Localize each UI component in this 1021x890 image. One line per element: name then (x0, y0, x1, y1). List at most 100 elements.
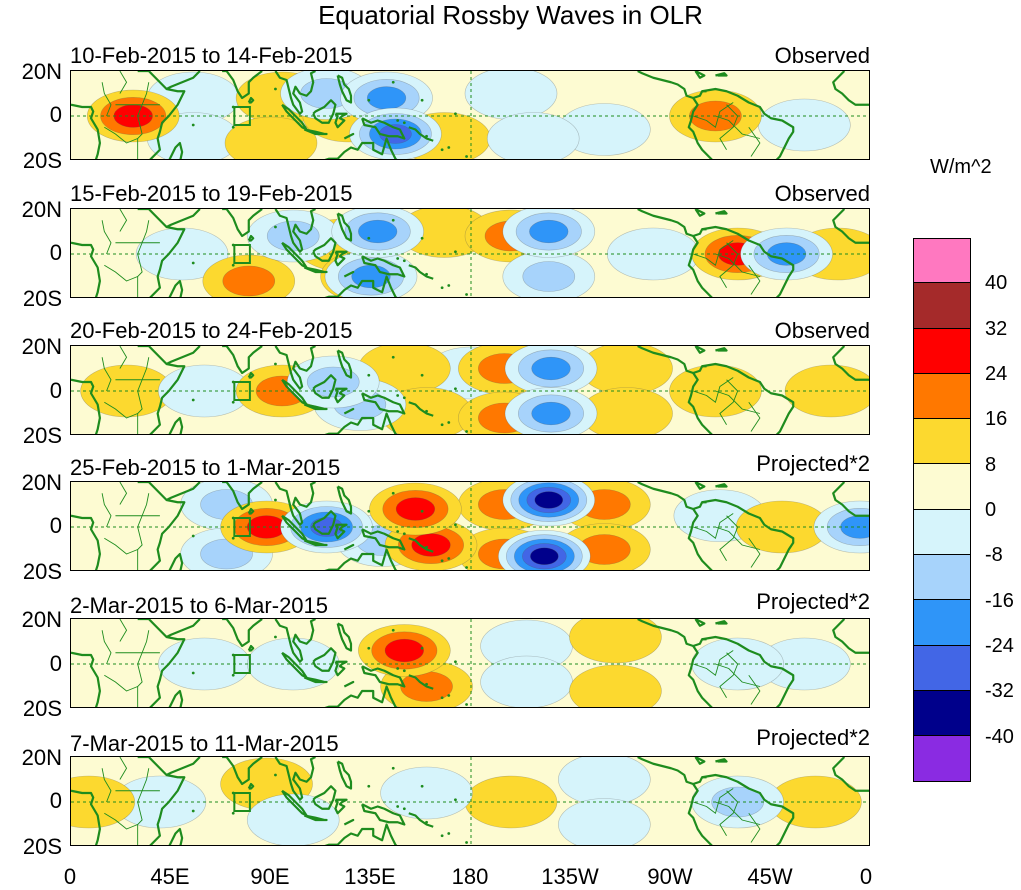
olr-anomaly-contour (531, 356, 571, 381)
country-border (748, 812, 761, 843)
coastline (832, 619, 869, 654)
coastline (715, 347, 728, 352)
coastline (312, 510, 337, 535)
coastline (166, 619, 201, 638)
island-dot (367, 646, 371, 650)
olr-anomaly-contour (522, 261, 576, 292)
colorbar-box (913, 645, 971, 691)
colorbar-label: -40 (985, 726, 1014, 748)
country-border (104, 264, 138, 282)
coastline (166, 482, 201, 501)
lat-label-20n: 20N (21, 59, 62, 84)
lat-label-eq: 0 (49, 240, 62, 265)
country-border (719, 515, 739, 561)
lat-label-20n: 20N (21, 470, 62, 495)
lat-label-20s: 20S (22, 148, 62, 173)
olr-anomaly-contour (380, 766, 473, 820)
lon-label-135w: 135W (541, 864, 599, 889)
coastline (324, 548, 398, 570)
reference-box (233, 381, 251, 401)
country-border (719, 652, 739, 698)
coastline (701, 87, 795, 159)
country-border (715, 801, 760, 825)
island-dot (367, 509, 371, 513)
colorbar-box (913, 555, 971, 601)
country-border (137, 630, 150, 707)
coastline (701, 635, 795, 707)
panel-5-date-range: 2-Mar-2015 to 6-Mar-2015 (70, 593, 329, 618)
coastline (312, 237, 337, 262)
lat-label-eq: 0 (49, 651, 62, 676)
coastline (687, 235, 713, 297)
country-border (748, 126, 761, 157)
coastline (324, 275, 398, 297)
island-dot (191, 809, 195, 813)
island-dot (420, 646, 424, 650)
coastline (361, 803, 406, 826)
island-dot (447, 421, 451, 424)
coastline (71, 789, 101, 845)
lat-label-eq: 0 (49, 788, 62, 813)
island-dot (231, 125, 235, 129)
lat-label-20s: 20S (22, 286, 62, 311)
island-dot (454, 660, 457, 664)
lat-label-20n: 20N (21, 334, 62, 359)
island-dot (425, 134, 428, 138)
island-dot (231, 400, 235, 404)
coastline (687, 508, 713, 570)
coastline (694, 619, 706, 627)
island-dot (391, 80, 395, 84)
coastline (222, 209, 263, 238)
island-dot (367, 373, 371, 377)
coastline (166, 346, 201, 365)
country-border (119, 619, 128, 642)
island-dot (440, 834, 444, 838)
country-border (101, 220, 112, 255)
coastline (408, 537, 434, 553)
coastline (361, 392, 406, 415)
island-dot (447, 557, 451, 560)
olr-anomaly-contour (222, 265, 276, 297)
coastline (274, 619, 316, 663)
olr-anomaly-contour (384, 638, 424, 663)
island-dot (231, 536, 235, 540)
reference-box (233, 792, 251, 812)
island-dot (274, 773, 277, 777)
colorbar-box (913, 509, 971, 556)
panel-2-date-range: 15-Feb-2015 to 19-Feb-2015 (70, 181, 353, 206)
panel-5-type: Projected*2 (756, 589, 870, 614)
panel-4-date-range: 25-Feb-2015 to 1-Mar-2015 (70, 455, 341, 480)
lat-label-eq: 0 (49, 102, 62, 127)
country-border (693, 513, 734, 540)
island-dot (454, 387, 457, 391)
coastline (274, 209, 316, 253)
country-border (119, 346, 128, 369)
country-border (119, 209, 128, 232)
colorbar-box (913, 238, 971, 284)
country-border (101, 768, 112, 803)
country-border (719, 104, 739, 150)
coastline (715, 758, 728, 763)
olr-anomaly-contour (395, 497, 436, 521)
olr-anomaly-contour (411, 533, 451, 557)
olr-anomaly-contour (366, 86, 407, 110)
country-border (101, 82, 112, 117)
island-dot (396, 119, 400, 122)
lat-label-20s: 20S (22, 423, 62, 448)
coastline (303, 676, 328, 684)
colorbar-box (913, 464, 971, 510)
colorbar-box (913, 690, 971, 737)
coastline (336, 760, 353, 790)
lon-label-135e: 135E (344, 864, 396, 889)
island-dot (367, 784, 371, 788)
island-dot (447, 284, 451, 287)
coastline (694, 482, 706, 490)
country-border (719, 790, 739, 836)
coastline (694, 757, 706, 765)
coastline (166, 209, 201, 228)
olr-anomaly-contour (531, 401, 571, 426)
panel-1-type: Observed (774, 43, 870, 68)
coastline (303, 266, 328, 274)
coastline (303, 539, 328, 547)
lat-label-eq: 0 (49, 513, 62, 538)
